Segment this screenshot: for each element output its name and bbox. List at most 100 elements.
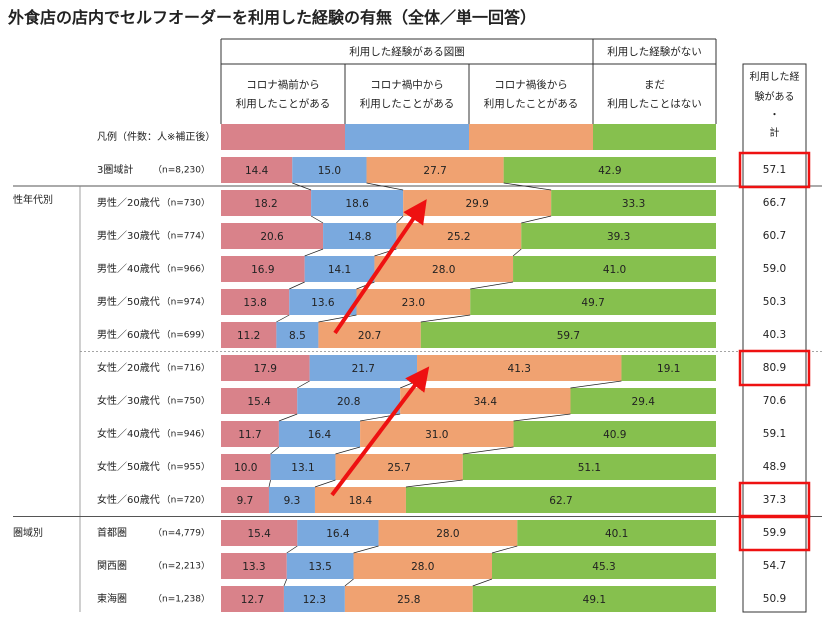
series-header-4-line-2: 利用したことはない [607,98,702,110]
connector-line [297,380,310,389]
bar-value-label: 19.1 [657,363,680,375]
bar-value-label: 20.8 [337,396,360,408]
bar-value-label: 15.0 [318,165,341,177]
bar-value-label: 9.7 [237,495,254,507]
bar-value-label: 21.7 [352,363,375,375]
connector-line [396,215,404,224]
total-value: 59.9 [763,527,786,539]
bar-segment-3 [374,256,514,282]
connector-line [268,479,271,488]
header-group-used: 利用した経験がある図圏 [349,45,465,58]
row-label: 女性／50歳代 [97,460,160,473]
legend-swatch-4 [593,124,716,150]
bar-segment-1 [221,190,312,216]
bar-value-label: 15.4 [247,396,271,408]
connector-line [503,182,552,191]
bar-segment-4 [462,454,716,480]
bar-value-label: 25.8 [397,594,420,606]
bar-segment-2 [270,454,336,480]
bar-value-label: 20.6 [260,231,284,243]
chart-title: 外食店の店内でセルフオーダーを利用した経験の有無（全体／単一回答） [8,8,537,27]
bar-segment-4 [570,388,716,414]
connector-line [353,545,379,554]
bar-value-label: 39.3 [607,231,630,243]
bar-segment-3 [396,223,522,249]
bar-value-label: 18.4 [349,495,373,507]
connector-line [292,182,312,191]
bar-segment-2 [297,388,401,414]
bar-segment-3 [356,289,471,315]
connector-line [270,446,280,455]
row-label: 女性／20歳代 [97,361,160,374]
series-header-2-line-2: 利用したことがある [360,97,455,110]
bar-value-label: 49.7 [581,297,604,309]
bar-value-label: 14.4 [245,165,269,177]
bar-value-label: 11.7 [238,429,261,441]
row-label: 女性／60歳代 [97,493,160,506]
series-header-1-line-1: コロナ禍前から [246,78,320,91]
connector-line [278,413,298,422]
connector-line [512,248,522,257]
bar-segment-3 [344,586,473,612]
bar-value-label: 13.3 [242,561,265,573]
bar-value-label: 17.9 [254,363,277,375]
bar-segment-3 [366,157,504,183]
legend-swatch-2 [345,124,469,150]
bar-segment-1 [221,388,298,414]
bar-value-label: 34.4 [474,396,498,408]
bar-segment-2 [304,256,375,282]
bar-segment-1 [221,289,290,315]
bar-segment-1 [221,157,293,183]
total-value: 50.9 [763,593,786,605]
bar-segment-4 [517,520,716,546]
row-sample-size: （n=966） [162,264,210,275]
connector-line [491,545,518,554]
bar-value-label: 18.6 [345,198,369,210]
bar-value-label: 28.0 [432,264,455,276]
bar-value-label: 12.7 [241,594,264,606]
bar-segment-1 [221,421,279,447]
row-sample-size: （n=974） [162,297,210,308]
bar-segment-4 [551,190,716,216]
bar-segment-4 [521,223,716,249]
bar-value-label: 42.9 [598,165,621,177]
bar-segment-4 [491,553,716,579]
bar-value-label: 40.1 [605,528,628,540]
row-label: 男性／50歳代 [97,295,160,308]
bar-segment-2 [311,190,404,216]
row-sample-size: （n=946） [162,429,210,440]
bar-value-label: 25.7 [387,462,410,474]
row-sample-size: （n=4,779） [153,528,210,539]
row-label: 東海圏 [97,592,127,605]
bar-value-label: 51.1 [578,462,601,474]
connector-line [289,281,305,290]
connector-line [570,380,622,389]
connector-line [310,215,324,224]
row-label: 首都圏 [97,526,127,539]
row-sample-size: （n=774） [162,231,210,242]
total-value: 57.1 [763,164,786,176]
total-header-line-4: 計 [770,126,780,139]
bar-value-label: 13.1 [291,462,314,474]
connector-line [470,281,514,290]
bar-value-label: 8.5 [289,330,306,342]
bar-value-label: 14.8 [348,231,371,243]
bar-value-label: 13.5 [308,561,331,573]
row-label: 女性／30歳代 [97,394,160,407]
bar-segment-2 [283,586,345,612]
bar-value-label: 28.0 [436,528,459,540]
bar-value-label: 31.0 [425,429,448,441]
bar-segment-2 [309,355,418,381]
connector-line [314,479,336,488]
bar-value-label: 11.2 [237,330,260,342]
series-header-3-line-1: コロナ禍後から [494,78,568,91]
total-highlight-box [738,151,811,189]
row-label: 男性／20歳代 [97,196,160,209]
bar-value-label: 12.3 [303,594,326,606]
bar-segment-1 [221,256,305,282]
bar-segment-2 [268,487,315,513]
row-sample-size: （n=730） [162,198,210,209]
trend-arrow-male [333,199,427,335]
total-value: 59.1 [763,428,786,440]
bar-segment-2 [297,520,379,546]
